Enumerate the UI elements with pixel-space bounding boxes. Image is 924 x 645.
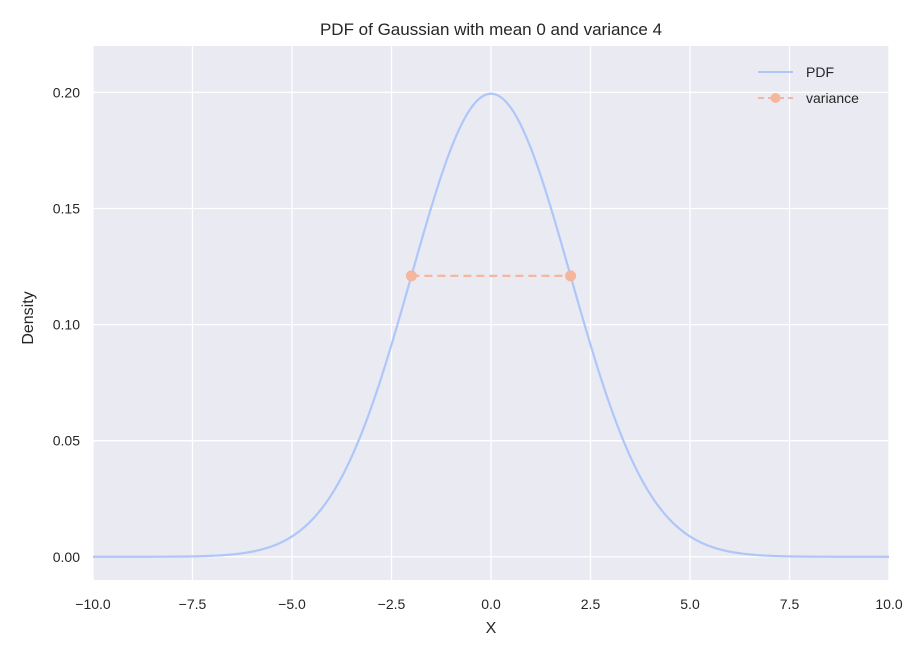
variance-point xyxy=(405,270,417,282)
x-tick-label: 7.5 xyxy=(780,596,800,612)
chart-title: PDF of Gaussian with mean 0 and variance… xyxy=(320,20,662,39)
x-tick-label: −7.5 xyxy=(179,596,207,612)
x-tick-label: 10.0 xyxy=(875,596,902,612)
x-tick-label: 2.5 xyxy=(581,596,601,612)
x-axis-label: X xyxy=(486,620,497,637)
grid xyxy=(92,46,890,580)
legend-variance-label: variance xyxy=(806,90,859,106)
x-tick-label: 5.0 xyxy=(680,596,700,612)
series-layer xyxy=(93,92,889,558)
y-tick-label: 0.20 xyxy=(53,84,80,100)
y-tick-label: 0.15 xyxy=(53,201,80,217)
x-tick-label: −2.5 xyxy=(378,596,406,612)
legend-pdf-label: PDF xyxy=(806,64,834,80)
x-tick-labels: −10.0 −7.5 −5.0 −2.5 0.0 2.5 5.0 7.5 10.0 xyxy=(75,596,903,612)
y-tick-label: 0.00 xyxy=(53,549,80,565)
y-tick-label: 0.05 xyxy=(53,433,80,449)
y-axis-label: Density xyxy=(20,291,37,344)
pdf-series-line xyxy=(93,92,889,558)
legend: PDF variance xyxy=(758,64,859,106)
y-tick-labels: 0.00 0.05 0.10 0.15 0.20 xyxy=(53,84,80,564)
x-tick-label: −10.0 xyxy=(75,596,111,612)
legend-variance-marker xyxy=(770,93,781,103)
variance-point xyxy=(565,270,577,282)
x-tick-label: 0.0 xyxy=(481,596,501,612)
x-tick-label: −5.0 xyxy=(278,596,306,612)
y-tick-label: 0.10 xyxy=(53,317,80,333)
